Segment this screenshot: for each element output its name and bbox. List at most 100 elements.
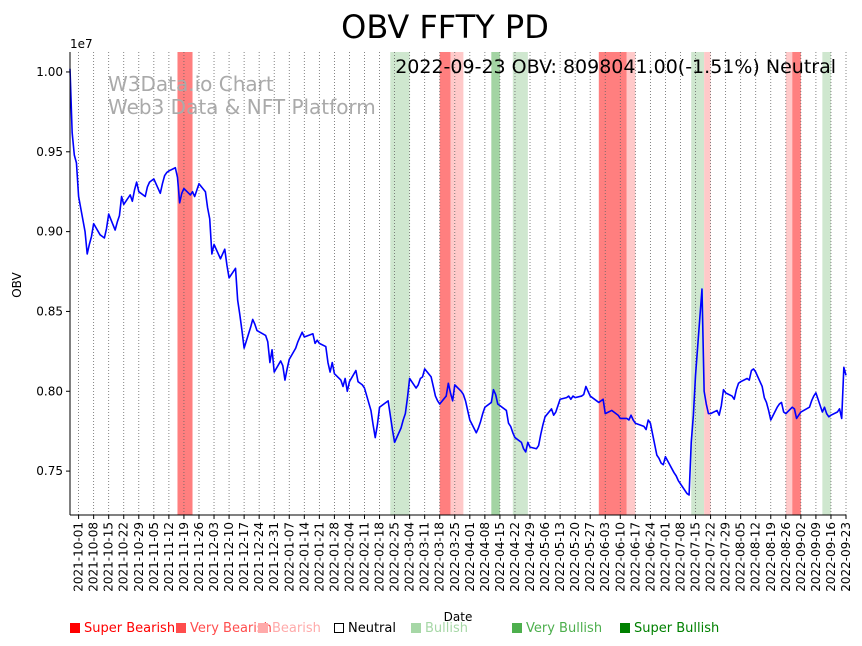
x-tick-label: 2022-08-26 (779, 522, 793, 592)
signal-region-bearish (626, 52, 636, 515)
legend-swatch (512, 623, 522, 633)
legend-label: Bullish (425, 621, 469, 636)
legend-swatch (334, 623, 344, 633)
signal-regions (177, 52, 831, 515)
x-tick-label: 2022-08-05 (734, 522, 748, 592)
legend-swatch (70, 623, 80, 633)
x-tick-label: 2021-12-24 (252, 522, 266, 592)
x-tick-label: 2022-04-15 (493, 522, 507, 592)
legend-swatch (620, 623, 630, 633)
signal-region-very-bearish (439, 52, 451, 515)
signal-region-very-bearish (598, 52, 627, 515)
x-tick-label: 2022-03-25 (448, 522, 462, 592)
x-tick-label: 2022-05-13 (553, 522, 567, 592)
signal-region-very-bearish (177, 52, 193, 515)
x-tick-label: 2021-11-19 (177, 522, 191, 592)
watermark-line-1: W3Data.io Chart (108, 72, 274, 96)
x-tick-label: 2022-06-17 (628, 522, 642, 592)
legend-item-very-bullish: Very Bullish (512, 621, 602, 636)
x-tick-label: 2022-09-23 (839, 522, 853, 592)
x-tick-label: 2022-04-29 (523, 522, 537, 592)
signal-region-very-bullish (491, 52, 500, 515)
x-tick-label: 2022-01-14 (297, 522, 311, 592)
legend-label: Bearish (272, 621, 321, 636)
chart-title: OBV FFTY PD (341, 8, 549, 46)
signal-region-bullish (691, 52, 705, 515)
legend-label: Very Bullish (526, 621, 603, 636)
x-tick-label: 2022-01-21 (312, 522, 326, 592)
x-tick-label: 2022-04-01 (463, 522, 477, 592)
x-tick-label: 2022-03-04 (403, 522, 417, 592)
x-tick-label: 2022-03-18 (433, 522, 447, 592)
x-tick-label: 2022-07-15 (689, 522, 703, 592)
x-tick-label: 2022-06-03 (598, 522, 612, 592)
legend-swatch (258, 623, 268, 633)
y-axis-ticks: 0.75 0.80 0.85 0.90 0.95 1.00 (36, 65, 70, 478)
legend-label: Super Bearish (84, 621, 176, 636)
legend-label: Super Bullish (634, 621, 720, 636)
signal-region-bullish (390, 52, 395, 515)
x-tick-label: 2021-12-10 (222, 522, 236, 592)
signal-region-bearish (704, 52, 711, 515)
x-tick-label: 2022-06-24 (643, 522, 657, 592)
y-tick-label: 1.00 (36, 65, 63, 79)
y-tick-label: 0.90 (36, 225, 63, 239)
signal-region-bullish (512, 52, 528, 515)
x-tick-label: 2022-05-27 (583, 522, 597, 592)
x-axis-label: Date (444, 610, 473, 624)
x-tick-label: 2021-11-12 (162, 522, 176, 592)
x-tick-label: 2022-07-08 (673, 522, 687, 592)
x-tick-label: 2022-02-11 (357, 522, 371, 592)
x-tick-label: 2022-08-12 (749, 522, 763, 592)
x-tick-label: 2022-07-22 (704, 522, 718, 592)
x-tick-label: 2022-09-02 (794, 522, 808, 592)
x-tick-label: 2022-02-04 (342, 522, 356, 592)
x-tick-label: 2022-09-09 (809, 522, 823, 592)
x-tick-label: 2022-02-18 (373, 522, 387, 592)
x-gridlines (78, 52, 847, 515)
signal-region-bearish (450, 52, 455, 515)
x-tick-label: 2022-06-10 (613, 522, 627, 592)
legend-swatch (176, 623, 186, 633)
x-tick-label: 2022-04-08 (478, 522, 492, 592)
x-tick-label: 2021-12-17 (237, 522, 251, 592)
x-tick-label: 2022-08-19 (764, 522, 778, 592)
x-tick-label: 2022-01-28 (327, 522, 341, 592)
legend-label: Very Bearish (190, 621, 272, 636)
obv-series-line (69, 68, 847, 496)
signal-region-bearish (785, 52, 793, 515)
legend-item-super-bearish: Super Bearish (70, 621, 175, 636)
signal-region-very-bearish (792, 52, 801, 515)
x-tick-label: 2021-10-15 (102, 522, 116, 592)
legend-item-very-bearish: Very Bearish (176, 621, 272, 636)
legend-item-bearish: Bearish (258, 621, 321, 636)
watermark-line-2: Web3 Data & NFT Platform (108, 95, 376, 119)
x-tick-label: 2021-10-08 (87, 522, 101, 592)
y-tick-label: 0.85 (36, 304, 63, 318)
x-tick-label: 2022-03-11 (418, 522, 432, 592)
x-tick-label: 2022-07-01 (658, 522, 672, 592)
signal-region-bullish (822, 52, 831, 515)
y-tick-label: 0.75 (36, 464, 63, 478)
watermark: W3Data.io Chart Web3 Data & NFT Platform (108, 72, 376, 119)
x-tick-label: 2021-12-03 (207, 522, 221, 592)
x-tick-label: 2022-04-22 (508, 522, 522, 592)
latest-value-annotation: 2022-09-23 OBV: 8098041.00(-1.51%) Neutr… (395, 56, 836, 78)
x-tick-label: 2021-11-26 (192, 522, 206, 592)
x-tick-label: 2021-10-29 (132, 522, 146, 592)
legend-swatch (411, 623, 421, 633)
series-layer (69, 68, 847, 496)
x-tick-label: 2021-10-01 (72, 522, 86, 592)
legend-item-super-bullish: Super Bullish (620, 621, 719, 636)
signal-region-bearish (454, 52, 464, 515)
y-offset-label: 1e7 (70, 37, 93, 51)
y-axis-label: OBV (10, 271, 24, 297)
x-tick-label: 2021-11-05 (147, 522, 161, 592)
x-tick-label: 2021-12-31 (267, 522, 281, 592)
legend-label: Neutral (348, 621, 396, 636)
x-tick-label: 2022-07-29 (719, 522, 733, 592)
legend-item-neutral: Neutral (334, 621, 396, 636)
x-tick-label: 2022-01-07 (282, 522, 296, 592)
x-tick-label: 2022-05-06 (538, 522, 552, 592)
